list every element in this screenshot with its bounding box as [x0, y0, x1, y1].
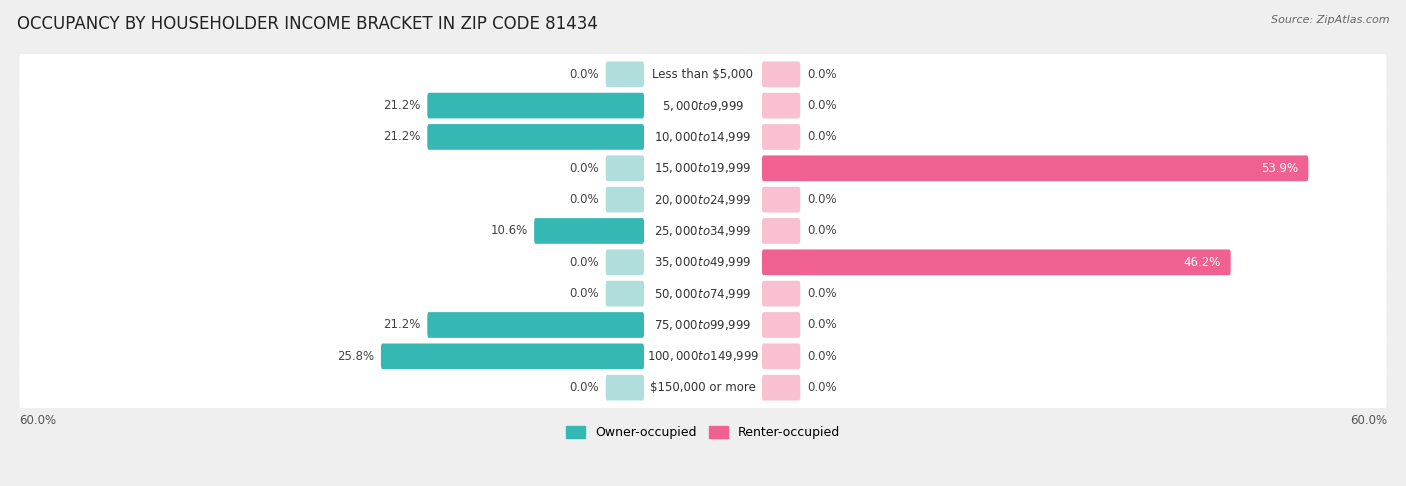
FancyBboxPatch shape [427, 312, 644, 338]
Text: $75,000 to $99,999: $75,000 to $99,999 [654, 318, 752, 332]
Legend: Owner-occupied, Renter-occupied: Owner-occupied, Renter-occupied [561, 421, 845, 444]
Text: $150,000 or more: $150,000 or more [650, 381, 756, 394]
Text: 0.0%: 0.0% [807, 318, 837, 331]
Text: 0.0%: 0.0% [807, 287, 837, 300]
FancyBboxPatch shape [762, 61, 800, 87]
Text: 21.2%: 21.2% [384, 318, 420, 331]
Text: 21.2%: 21.2% [384, 130, 420, 143]
FancyBboxPatch shape [20, 207, 1386, 255]
FancyBboxPatch shape [762, 312, 800, 338]
FancyBboxPatch shape [20, 270, 1386, 317]
FancyBboxPatch shape [427, 93, 644, 119]
Text: $15,000 to $19,999: $15,000 to $19,999 [654, 161, 752, 175]
Text: Less than $5,000: Less than $5,000 [652, 68, 754, 81]
Text: 0.0%: 0.0% [807, 68, 837, 81]
FancyBboxPatch shape [606, 375, 644, 400]
FancyBboxPatch shape [20, 332, 1386, 380]
FancyBboxPatch shape [762, 93, 800, 119]
FancyBboxPatch shape [20, 113, 1386, 161]
Text: $35,000 to $49,999: $35,000 to $49,999 [654, 255, 752, 269]
Text: 0.0%: 0.0% [807, 193, 837, 206]
Text: 46.2%: 46.2% [1184, 256, 1222, 269]
Text: 0.0%: 0.0% [569, 256, 599, 269]
Text: $5,000 to $9,999: $5,000 to $9,999 [662, 99, 744, 113]
Text: 0.0%: 0.0% [807, 381, 837, 394]
FancyBboxPatch shape [762, 124, 800, 150]
FancyBboxPatch shape [606, 187, 644, 212]
Text: 0.0%: 0.0% [569, 287, 599, 300]
FancyBboxPatch shape [534, 218, 644, 244]
FancyBboxPatch shape [606, 281, 644, 307]
Text: $20,000 to $24,999: $20,000 to $24,999 [654, 192, 752, 207]
FancyBboxPatch shape [20, 144, 1386, 192]
Text: 0.0%: 0.0% [807, 130, 837, 143]
Text: 0.0%: 0.0% [807, 225, 837, 238]
FancyBboxPatch shape [762, 344, 800, 369]
FancyBboxPatch shape [20, 301, 1386, 349]
Text: 10.6%: 10.6% [491, 225, 527, 238]
Text: $50,000 to $74,999: $50,000 to $74,999 [654, 287, 752, 301]
FancyBboxPatch shape [762, 281, 800, 307]
FancyBboxPatch shape [762, 218, 800, 244]
FancyBboxPatch shape [20, 51, 1386, 98]
Text: 53.9%: 53.9% [1261, 162, 1299, 175]
FancyBboxPatch shape [762, 249, 1230, 275]
Text: $25,000 to $34,999: $25,000 to $34,999 [654, 224, 752, 238]
FancyBboxPatch shape [20, 239, 1386, 286]
Text: 0.0%: 0.0% [807, 99, 837, 112]
Text: 0.0%: 0.0% [569, 162, 599, 175]
FancyBboxPatch shape [427, 124, 644, 150]
FancyBboxPatch shape [381, 344, 644, 369]
Text: OCCUPANCY BY HOUSEHOLDER INCOME BRACKET IN ZIP CODE 81434: OCCUPANCY BY HOUSEHOLDER INCOME BRACKET … [17, 15, 598, 33]
Text: $10,000 to $14,999: $10,000 to $14,999 [654, 130, 752, 144]
Text: 0.0%: 0.0% [569, 381, 599, 394]
Text: $100,000 to $149,999: $100,000 to $149,999 [647, 349, 759, 364]
FancyBboxPatch shape [606, 249, 644, 275]
FancyBboxPatch shape [20, 82, 1386, 129]
FancyBboxPatch shape [20, 176, 1386, 224]
Text: 25.8%: 25.8% [337, 350, 374, 363]
FancyBboxPatch shape [20, 364, 1386, 412]
FancyBboxPatch shape [762, 375, 800, 400]
Text: 21.2%: 21.2% [384, 99, 420, 112]
Text: 0.0%: 0.0% [569, 193, 599, 206]
Text: 0.0%: 0.0% [807, 350, 837, 363]
FancyBboxPatch shape [606, 61, 644, 87]
Text: 0.0%: 0.0% [569, 68, 599, 81]
FancyBboxPatch shape [762, 156, 1309, 181]
FancyBboxPatch shape [606, 156, 644, 181]
Text: Source: ZipAtlas.com: Source: ZipAtlas.com [1271, 15, 1389, 25]
FancyBboxPatch shape [762, 187, 800, 212]
